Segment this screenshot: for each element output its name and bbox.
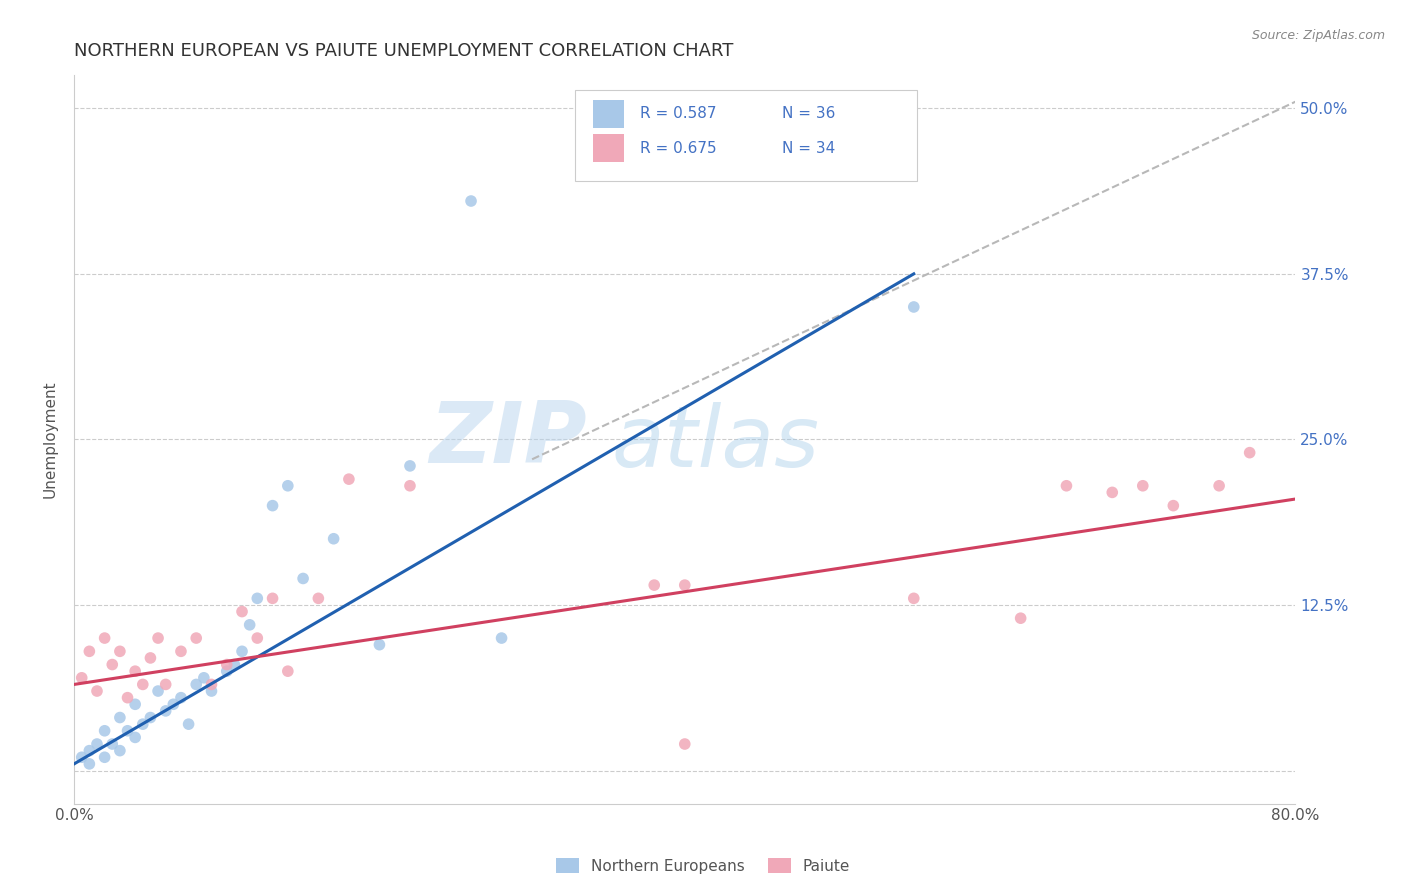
Point (124, 731, 146, 745)
Point (79, 744, 101, 758)
Point (108, 744, 131, 758)
Point (117, 723, 139, 738)
Point (231, 605, 253, 619)
Text: R = 0.675: R = 0.675 (640, 141, 716, 155)
Point (307, 591, 329, 606)
Point (1132, 479, 1154, 493)
Point (155, 704, 177, 718)
Point (224, 657, 246, 672)
Point (132, 677, 155, 691)
Point (200, 684, 222, 698)
Point (108, 644, 131, 658)
Point (186, 677, 208, 691)
Point (1010, 611, 1032, 625)
Point (1101, 485, 1123, 500)
Y-axis label: Unemployment: Unemployment (44, 381, 58, 499)
Point (246, 591, 269, 606)
Legend: Northern Europeans, Paiute: Northern Europeans, Paiute (550, 852, 856, 880)
Text: Source: ZipAtlas.com: Source: ZipAtlas.com (1251, 29, 1385, 42)
Point (170, 690, 193, 705)
Point (277, 479, 299, 493)
Text: NORTHERN EUROPEAN VS PAIUTE UNEMPLOYMENT CORRELATION CHART: NORTHERN EUROPEAN VS PAIUTE UNEMPLOYMENT… (75, 42, 734, 60)
Point (903, 300, 925, 314)
Point (200, 677, 222, 691)
Point (170, 644, 193, 658)
Point (86, 737, 108, 751)
Point (643, 578, 665, 592)
Point (491, 631, 513, 645)
Point (1208, 479, 1230, 493)
Point (215, 657, 238, 672)
Point (79, 756, 101, 771)
Point (399, 479, 422, 493)
Point (903, 591, 925, 606)
Point (193, 671, 215, 685)
Point (1056, 479, 1078, 493)
Point (93, 750, 115, 764)
Point (70, 750, 93, 764)
Point (132, 717, 155, 731)
Point (93, 631, 115, 645)
Point (70, 671, 93, 685)
Bar (593, 100, 624, 128)
Point (337, 472, 360, 486)
Point (124, 698, 146, 712)
Point (1239, 445, 1261, 459)
Point (368, 638, 391, 652)
Point (246, 631, 269, 645)
Point (139, 651, 162, 665)
Point (399, 458, 422, 473)
Text: atlas: atlas (612, 401, 820, 484)
Point (262, 499, 284, 513)
Point (231, 644, 253, 658)
Point (139, 710, 162, 724)
Point (460, 194, 482, 208)
Point (262, 591, 284, 606)
Point (93, 723, 115, 738)
Point (79, 644, 101, 658)
Point (186, 631, 208, 645)
Point (292, 572, 315, 586)
Point (277, 664, 299, 678)
Point (322, 532, 344, 546)
Point (86, 684, 108, 698)
Point (117, 690, 139, 705)
Point (124, 664, 146, 678)
Point (1163, 499, 1185, 513)
Text: R = 0.587: R = 0.587 (640, 106, 716, 121)
Point (673, 737, 696, 751)
Point (155, 677, 177, 691)
Point (673, 578, 696, 592)
Point (146, 684, 169, 698)
Bar (593, 134, 624, 161)
Text: N = 36: N = 36 (783, 106, 835, 121)
Text: ZIP: ZIP (429, 398, 588, 481)
Point (177, 717, 200, 731)
Point (101, 657, 124, 672)
Point (215, 664, 238, 678)
FancyBboxPatch shape (575, 90, 917, 181)
Point (146, 631, 169, 645)
Point (108, 710, 131, 724)
Point (162, 698, 184, 712)
Point (101, 737, 124, 751)
Point (239, 617, 262, 632)
Text: N = 34: N = 34 (783, 141, 835, 155)
